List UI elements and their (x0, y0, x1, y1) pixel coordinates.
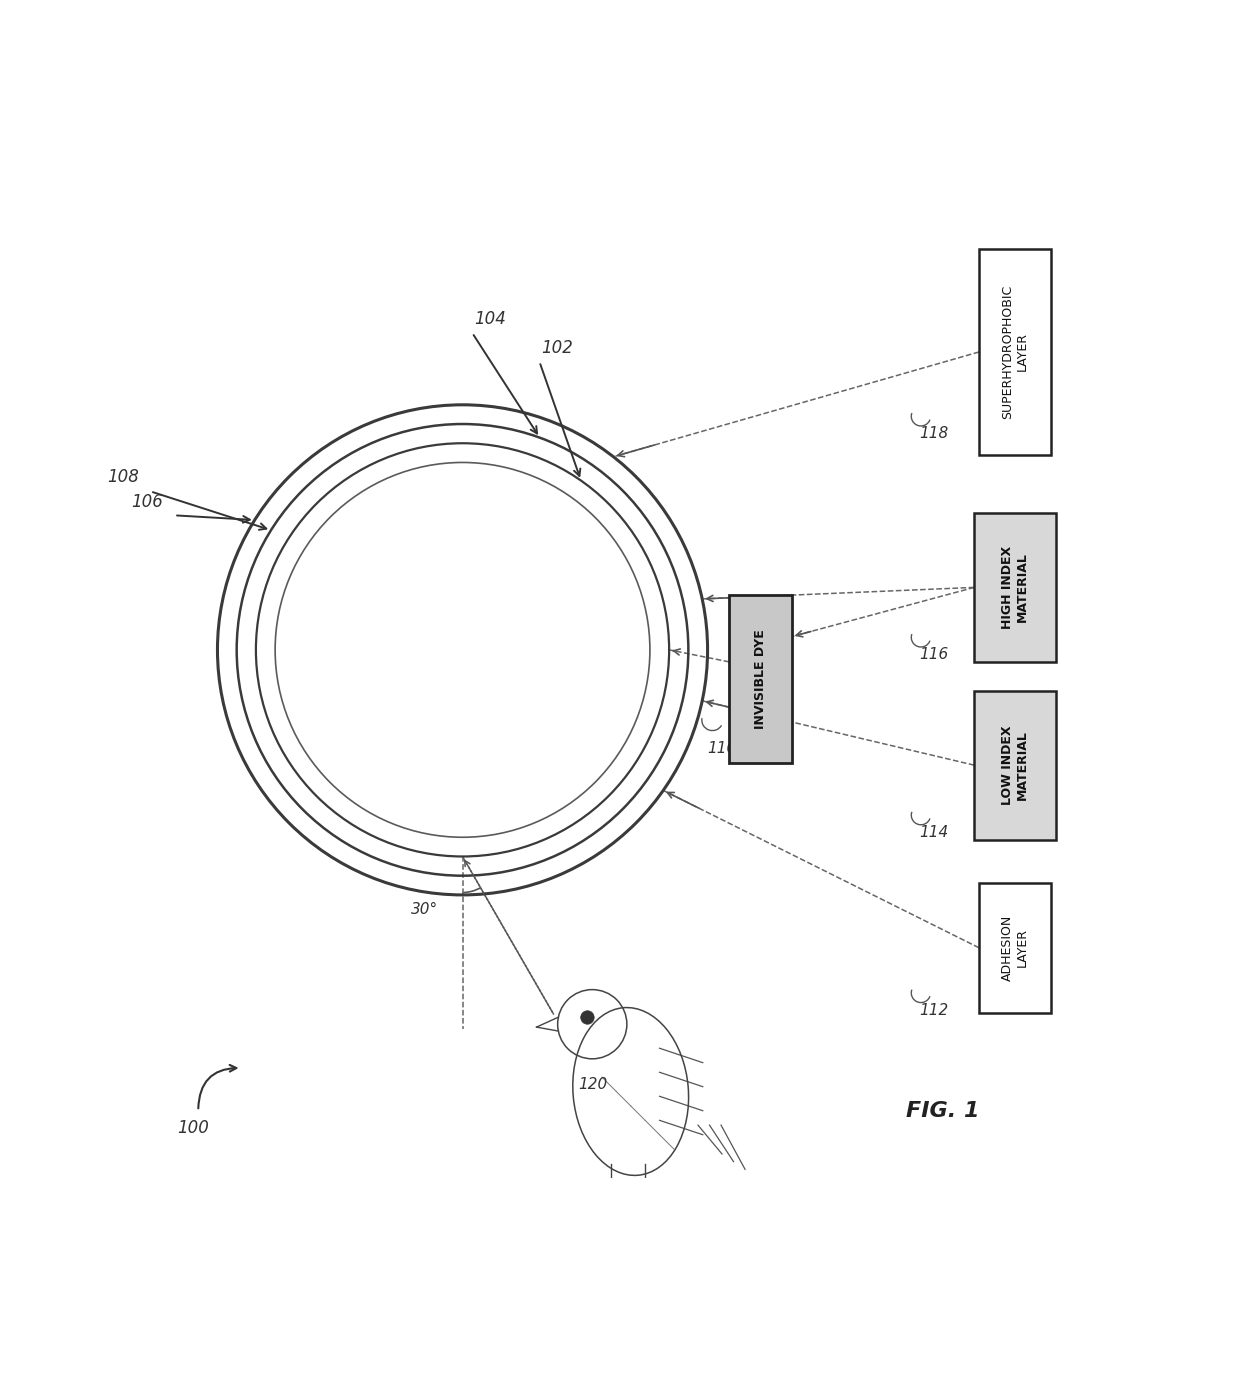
Text: 116: 116 (919, 647, 949, 662)
Bar (975, 513, 1056, 662)
Text: 118: 118 (919, 426, 949, 441)
Text: 102: 102 (542, 339, 573, 357)
Text: 100: 100 (177, 1119, 210, 1137)
Text: 106: 106 (131, 492, 162, 510)
Text: ADHESION
LAYER: ADHESION LAYER (1001, 915, 1029, 981)
Text: 114: 114 (919, 825, 949, 840)
Bar (975, 691, 1056, 840)
Circle shape (580, 1010, 594, 1024)
Text: 120: 120 (578, 1077, 608, 1092)
Text: SUPERHYDROPHOBIC
LAYER: SUPERHYDROPHOBIC LAYER (1001, 285, 1029, 419)
Text: LOW INDEX
MATERIAL: LOW INDEX MATERIAL (1001, 726, 1029, 804)
Text: 104: 104 (474, 310, 506, 328)
Bar (980, 249, 1052, 455)
Bar (980, 883, 1052, 1013)
Text: FIG. 1: FIG. 1 (906, 1100, 980, 1121)
Text: 112: 112 (919, 1003, 949, 1017)
Text: 30°: 30° (410, 902, 438, 916)
Text: 110: 110 (708, 741, 737, 756)
Text: HIGH INDEX
MATERIAL: HIGH INDEX MATERIAL (1001, 546, 1029, 629)
Text: 108: 108 (107, 468, 139, 486)
Text: INVISIBLE DYE: INVISIBLE DYE (754, 629, 766, 728)
Bar (729, 594, 791, 763)
